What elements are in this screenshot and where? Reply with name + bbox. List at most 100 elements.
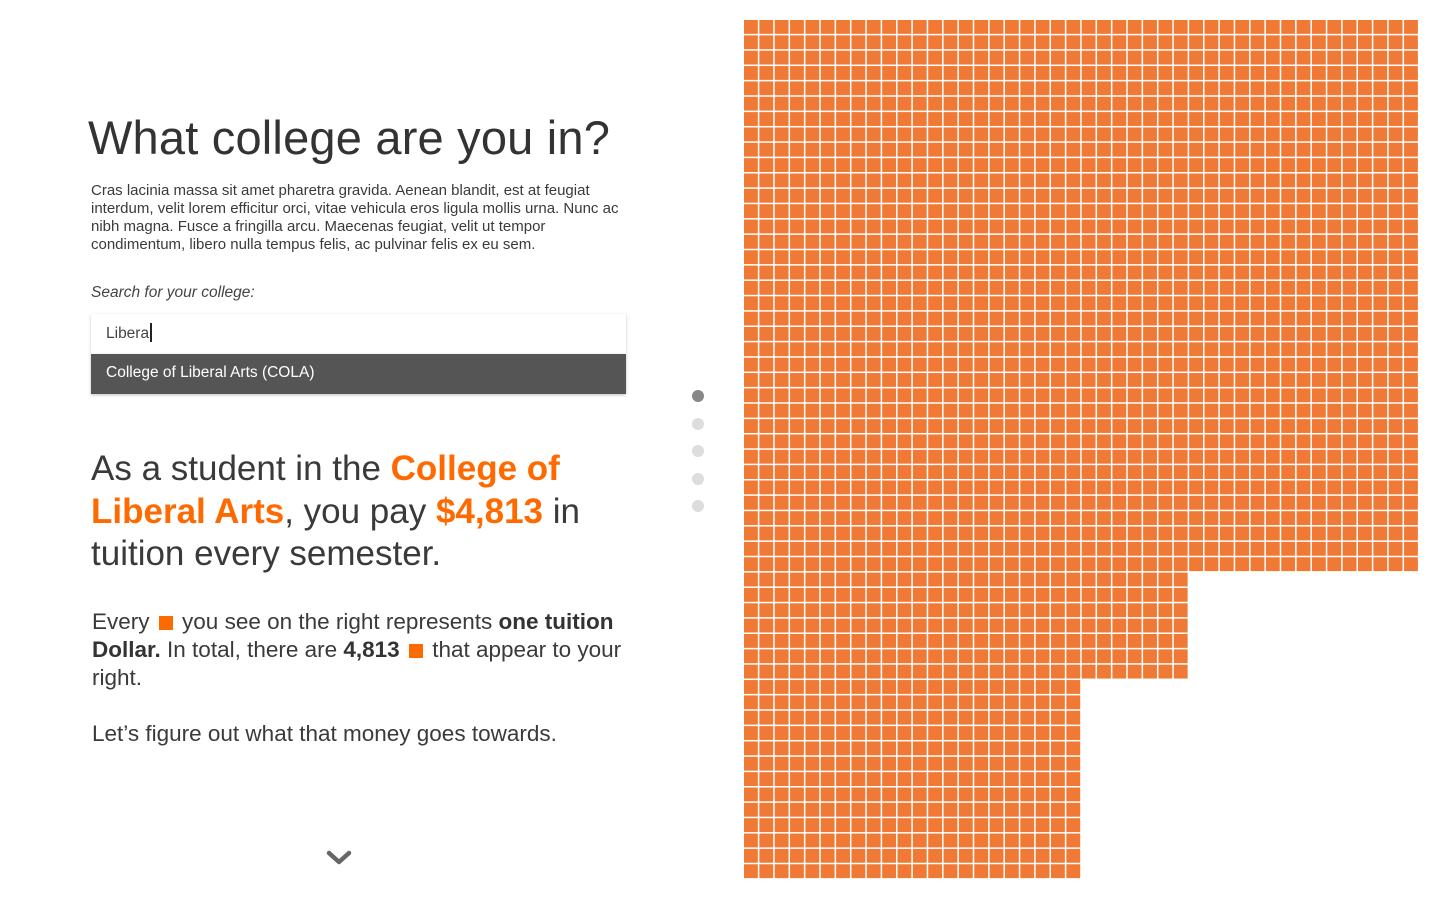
dollar-square (1020, 311, 1035, 326)
dollar-square (1250, 342, 1265, 357)
dollar-square (928, 664, 943, 679)
dollar-square (958, 50, 973, 65)
dollar-square (1219, 388, 1234, 403)
dollar-square (1081, 403, 1096, 418)
dollar-square (759, 142, 774, 157)
dollar-square (1081, 557, 1096, 572)
dollar-square (790, 20, 804, 34)
dollar-square (1388, 480, 1403, 495)
dollar-square (958, 664, 973, 679)
dollar-square (1342, 158, 1357, 172)
dollar-square (1066, 465, 1081, 479)
dollar-square (1235, 188, 1250, 203)
dollar-square (1127, 480, 1142, 495)
dollar-square (1143, 81, 1157, 96)
dollar-square (790, 327, 804, 341)
dollar-square (744, 158, 758, 172)
dollar-square (974, 434, 989, 449)
college-search-input[interactable]: Libera (91, 314, 626, 354)
dollar-square (759, 664, 774, 679)
dollar-square (851, 587, 866, 602)
dollar-square (851, 296, 866, 311)
chevron-down-icon[interactable] (326, 848, 352, 868)
dollar-square (1158, 572, 1173, 587)
dollar-square (1388, 112, 1403, 126)
dollar-square (1265, 342, 1280, 357)
dollar-square (882, 311, 896, 326)
dollar-square (774, 833, 789, 848)
dollar-square (1097, 219, 1111, 234)
dollar-square (1143, 188, 1157, 203)
dollar-square (1127, 142, 1142, 157)
dollar-square (928, 311, 943, 326)
dollar-square (1097, 480, 1111, 495)
text-caret (150, 322, 152, 342)
dollar-square (1004, 265, 1019, 280)
dollar-square (1173, 250, 1188, 265)
dollar-square (1020, 388, 1035, 403)
dollar-square (790, 188, 804, 203)
dollar-square (866, 112, 881, 126)
dollar-square (912, 204, 927, 219)
dollar-square (820, 327, 835, 341)
dollar-square (1004, 96, 1019, 111)
pagination-dot[interactable] (692, 500, 704, 513)
dollar-square (759, 311, 774, 326)
dollar-square (1004, 388, 1019, 403)
dollar-square (851, 127, 866, 142)
dollar-square (943, 419, 958, 433)
dollar-square (836, 280, 850, 295)
dollar-square (1081, 449, 1096, 464)
dollar-square (974, 741, 989, 756)
dollar-square (928, 864, 943, 879)
dollar-square (1373, 280, 1388, 295)
dollar-square (989, 403, 1004, 418)
dollar-square (1066, 158, 1081, 172)
pagination-dot[interactable] (692, 390, 704, 402)
dollar-square (790, 311, 804, 326)
pagination-dot[interactable] (692, 472, 704, 485)
dollar-square (851, 480, 866, 495)
dollar-square (1051, 511, 1065, 526)
dollar-square (1358, 465, 1372, 479)
dollar-square (820, 66, 835, 80)
dollar-square (1373, 342, 1388, 357)
dollar-square (820, 419, 835, 433)
dollar-square (1204, 526, 1219, 541)
dollar-square (943, 480, 958, 495)
dollar-square (1311, 234, 1326, 249)
dollar-square (989, 357, 1004, 372)
dollar-square (1097, 357, 1111, 372)
pagination-dot[interactable] (692, 417, 704, 430)
dollar-square (1127, 664, 1142, 679)
dollar-square (882, 480, 896, 495)
dollar-square (790, 741, 804, 756)
dollar-square (1250, 35, 1265, 50)
dollar-square (897, 373, 912, 387)
dollar-square (958, 802, 973, 817)
dollar-square (1388, 35, 1403, 50)
dollar-square (1189, 280, 1203, 295)
dollar-square (866, 434, 881, 449)
dollar-square (1235, 495, 1250, 510)
dollar-square (820, 250, 835, 265)
dollar-square (820, 634, 835, 648)
dollar-square (1066, 327, 1081, 341)
dollar-square (989, 81, 1004, 96)
dollar-square (1143, 388, 1157, 403)
dollar-square (958, 603, 973, 618)
pagination-dot[interactable] (692, 445, 704, 458)
autocomplete-suggestion[interactable]: College of Liberal Arts (COLA) (91, 354, 626, 394)
dollar-square (1112, 280, 1127, 295)
dollar-square (1127, 557, 1142, 572)
dollar-square (744, 419, 758, 433)
dollar-square (1173, 373, 1188, 387)
dollar-square (1127, 127, 1142, 142)
dollar-square (989, 66, 1004, 80)
dollar-square (1127, 96, 1142, 111)
dollar-square (1081, 664, 1096, 679)
dollar-square (759, 127, 774, 142)
dollar-square (1127, 587, 1142, 602)
dollar-square (1097, 158, 1111, 172)
dollar-square (1327, 495, 1342, 510)
